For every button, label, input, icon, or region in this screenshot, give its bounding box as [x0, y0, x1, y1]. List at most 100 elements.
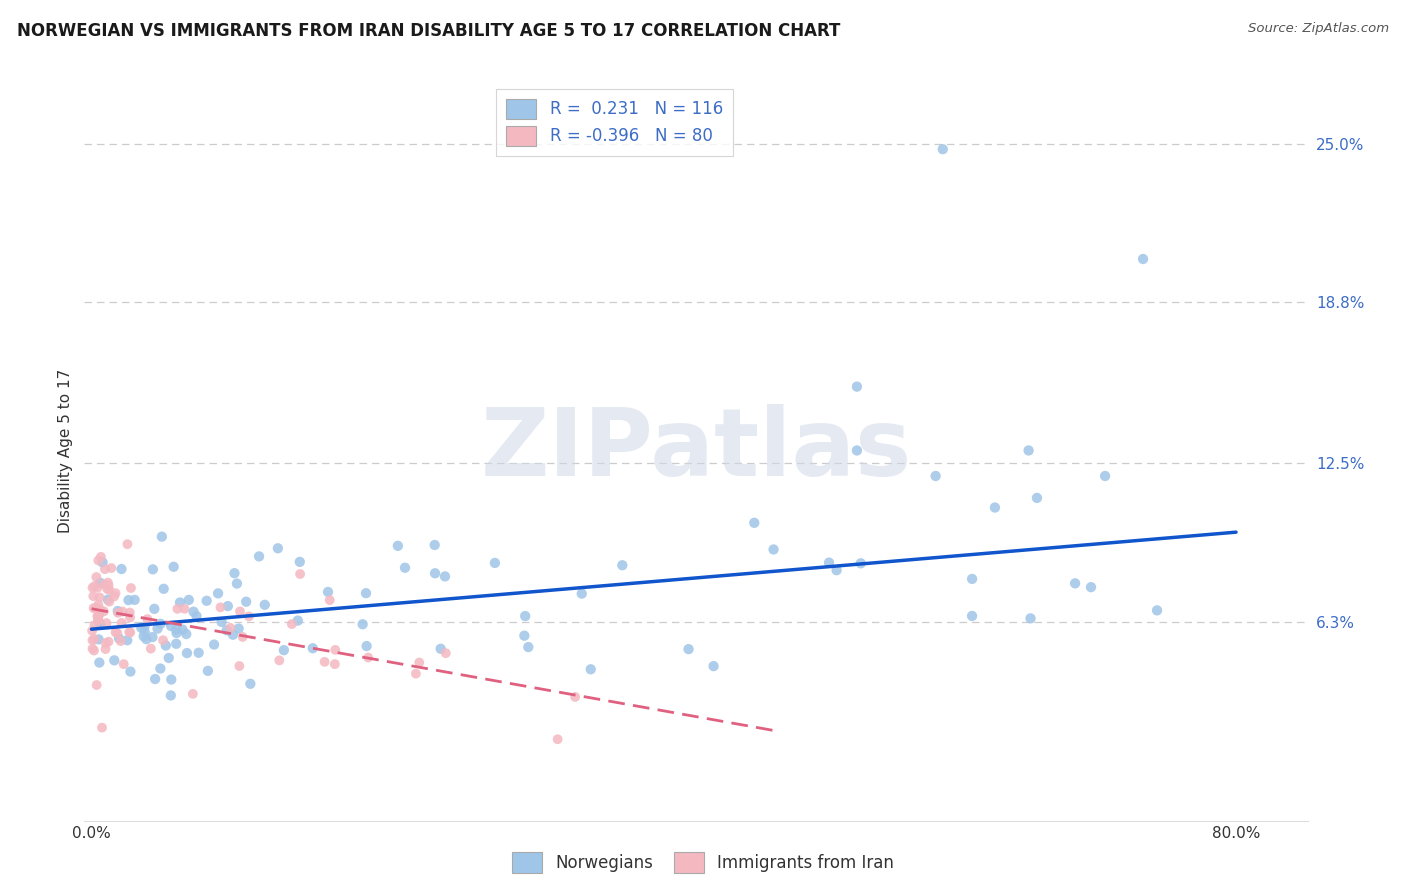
Point	[207, 586, 229, 600]
Point	[232, 630, 254, 644]
Point	[1064, 576, 1087, 591]
Point	[150, 530, 173, 544]
Point	[87, 609, 110, 624]
Point	[82, 624, 104, 638]
Point	[83, 643, 105, 657]
Point	[515, 609, 537, 624]
Point	[323, 643, 346, 657]
Legend: Norwegians, Immigrants from Iran: Norwegians, Immigrants from Iran	[506, 846, 900, 880]
Point	[105, 626, 128, 640]
Point	[1146, 603, 1168, 617]
Point	[316, 585, 339, 599]
Point	[120, 625, 142, 640]
Point	[87, 615, 110, 630]
Point	[97, 634, 120, 648]
Point	[517, 640, 540, 654]
Point	[86, 570, 108, 584]
Point	[89, 591, 111, 605]
Point	[197, 664, 219, 678]
Point	[547, 732, 569, 747]
Point	[155, 639, 177, 653]
Point	[239, 677, 262, 691]
Point	[356, 639, 378, 653]
Point	[84, 600, 107, 615]
Point	[177, 593, 200, 607]
Point	[136, 612, 159, 626]
Point	[181, 687, 204, 701]
Point	[135, 632, 157, 647]
Point	[107, 606, 129, 620]
Point	[100, 561, 122, 575]
Point	[87, 553, 110, 567]
Point	[83, 632, 105, 646]
Point	[149, 661, 172, 675]
Point	[174, 627, 197, 641]
Point	[165, 623, 187, 637]
Point	[314, 655, 336, 669]
Point	[288, 567, 311, 582]
Point	[134, 625, 156, 640]
Point	[160, 619, 183, 633]
Point	[98, 594, 121, 608]
Point	[132, 629, 155, 643]
Point	[152, 582, 174, 596]
Point	[202, 638, 225, 652]
Point	[83, 601, 105, 615]
Point	[484, 556, 506, 570]
Point	[924, 469, 946, 483]
Point	[394, 560, 416, 574]
Point	[423, 566, 446, 581]
Point	[984, 500, 1007, 515]
Point	[120, 610, 142, 624]
Point	[82, 633, 104, 648]
Point	[89, 656, 111, 670]
Point	[86, 581, 108, 595]
Point	[97, 575, 120, 590]
Point	[281, 617, 304, 632]
Point	[172, 623, 194, 637]
Point	[83, 618, 105, 632]
Point	[288, 555, 311, 569]
Point	[217, 599, 239, 614]
Point	[742, 516, 765, 530]
Point	[323, 657, 346, 672]
Point	[91, 556, 114, 570]
Point	[142, 562, 165, 576]
Y-axis label: Disability Age 5 to 17: Disability Age 5 to 17	[58, 368, 73, 533]
Point	[845, 443, 868, 458]
Point	[152, 633, 174, 648]
Point	[229, 604, 252, 618]
Point	[228, 622, 250, 636]
Point	[157, 651, 180, 665]
Point	[86, 678, 108, 692]
Point	[107, 604, 129, 618]
Point	[762, 542, 785, 557]
Point	[352, 617, 374, 632]
Point	[146, 622, 169, 636]
Point	[111, 605, 134, 619]
Point	[143, 672, 166, 686]
Point	[226, 576, 249, 591]
Point	[91, 721, 114, 735]
Legend: R =  0.231   N = 116, R = -0.396   N = 80: R = 0.231 N = 116, R = -0.396 N = 80	[496, 88, 733, 156]
Point	[160, 673, 183, 687]
Point	[169, 595, 191, 609]
Point	[1026, 491, 1049, 505]
Point	[97, 592, 120, 607]
Point	[845, 379, 868, 393]
Point	[96, 616, 118, 631]
Point	[112, 657, 135, 672]
Point	[405, 666, 427, 681]
Point	[228, 659, 250, 673]
Point	[1019, 611, 1042, 625]
Point	[163, 559, 186, 574]
Point	[269, 653, 291, 667]
Point	[357, 650, 380, 665]
Point	[434, 646, 457, 660]
Point	[118, 625, 141, 640]
Point	[423, 538, 446, 552]
Point	[287, 614, 309, 628]
Text: ZIPatlas: ZIPatlas	[481, 404, 911, 497]
Point	[166, 626, 188, 640]
Point	[82, 589, 104, 603]
